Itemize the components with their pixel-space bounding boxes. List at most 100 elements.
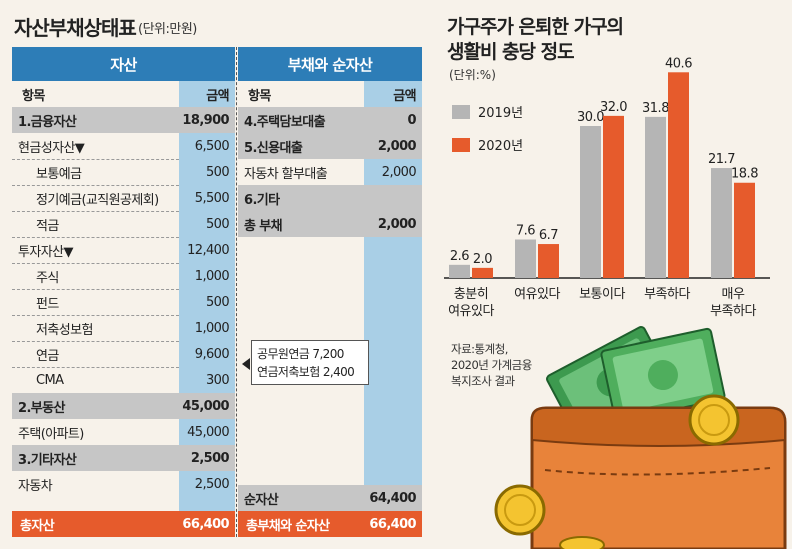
- asset-row: CMA 300: [12, 367, 235, 393]
- liability-label: 6.기타: [244, 192, 280, 208]
- chart-unit: (단위:%): [449, 68, 496, 82]
- asset-value: 500: [205, 164, 230, 180]
- asset-value: 45,000: [182, 398, 229, 414]
- asset-label: 3.기타자산: [18, 452, 77, 468]
- legend-2019: 2019년: [452, 102, 523, 121]
- asset-row: 정기예금(교직원공제회) 5,500: [12, 185, 235, 211]
- asset-value: 45,000: [187, 424, 229, 440]
- balance-sheet-unit: (단위:만원): [138, 22, 197, 37]
- asset-row: 투자자산▼ 12,400: [12, 237, 235, 263]
- row-divider: [12, 367, 179, 368]
- column-divider: [235, 47, 237, 537]
- asset-amount-column-band: [179, 81, 235, 511]
- asset-value: 1,000: [194, 268, 230, 284]
- asset-label: 자동차: [18, 478, 53, 494]
- asset-label: 현금성자산▼: [18, 140, 85, 156]
- source-line-3: 복지조사 결과: [451, 374, 515, 388]
- bar-value-label: 7.6: [516, 223, 535, 238]
- liability-label: 총 부채: [244, 218, 283, 234]
- row-divider: [12, 341, 179, 342]
- chart-source: 자료:통계청, 2020년 가계금융 복지조사 결과: [451, 341, 532, 389]
- asset-label: 연금: [36, 348, 59, 364]
- asset-label: 1.금융자산: [18, 114, 77, 130]
- banknote-front-icon: [600, 327, 726, 423]
- liability-label: 5.신용대출: [244, 140, 303, 156]
- asset-row: 주식 1,000: [12, 263, 235, 289]
- liabilities-column-header-row: 항목 금액: [238, 81, 422, 107]
- liability-label: 4.주택담보대출: [244, 114, 326, 130]
- bar-value-label: 40.6: [665, 56, 692, 71]
- bar-value-label: 21.7: [708, 152, 735, 167]
- asset-label: 정기예금(교직원공제회): [36, 192, 159, 208]
- net-worth-label: 순자산: [244, 492, 279, 508]
- asset-value: 2,500: [194, 476, 230, 492]
- assets-item-col-label: 항목: [22, 88, 45, 104]
- liabilities-header: 부채와 순자산: [238, 47, 422, 81]
- row-divider: [12, 211, 179, 212]
- assets-total-row: 총자산 66,400: [12, 511, 235, 537]
- legend-2019-swatch: [452, 104, 470, 119]
- assets-total-label: 총자산: [20, 518, 55, 534]
- asset-value: 5,500: [194, 190, 230, 206]
- row-divider: [12, 315, 179, 316]
- liability-value: 0: [407, 112, 417, 128]
- category-tick-label: 부족하다: [644, 287, 690, 302]
- row-divider: [12, 185, 179, 186]
- asset-row: 1.금융자산 18,900: [12, 107, 235, 133]
- asset-value: 500: [205, 294, 230, 310]
- bar-value-label: 6.7: [539, 228, 558, 243]
- bar-value-label: 2.0: [473, 252, 492, 267]
- asset-label: 2.부동산: [18, 400, 65, 416]
- asset-row: 적금 500: [12, 211, 235, 237]
- bar-2020년-0: [472, 267, 493, 278]
- legend-2020: 2020년: [452, 135, 523, 154]
- bar-2019년-3: [645, 116, 666, 278]
- assets-amount-col-label: 금액: [206, 88, 229, 104]
- category-tick-label: 충분히: [454, 287, 488, 302]
- asset-label: 적금: [36, 218, 59, 234]
- assets-total-value: 66,400: [182, 516, 229, 532]
- category-tick-label: 여유있다: [448, 304, 494, 319]
- category-tick-label: 매우: [722, 287, 745, 302]
- category-tick-label: 보통이다: [579, 287, 625, 302]
- bar-value-label: 18.8: [731, 167, 758, 182]
- bar-2020년-4: [734, 182, 755, 278]
- row-divider: [12, 159, 179, 160]
- liability-value: 2,000: [377, 138, 417, 154]
- legend-2019-label: 2019년: [478, 106, 524, 121]
- bar-2019년-1: [515, 239, 536, 278]
- legend-2020-label: 2020년: [478, 139, 524, 154]
- balance-sheet-title: 자산부채상태표: [14, 16, 137, 40]
- bar-value-label: 32.0: [600, 100, 627, 115]
- bar-2019년-2: [580, 126, 601, 278]
- row-divider: [12, 237, 179, 238]
- bar-2020년-2: [603, 115, 624, 278]
- liability-label: 자동차 할부대출: [244, 166, 328, 182]
- asset-value: 500: [205, 216, 230, 232]
- bar-2020년-3: [668, 72, 689, 278]
- asset-label: 보통예금: [36, 166, 82, 182]
- asset-row: 2.부동산 45,000: [12, 393, 235, 419]
- asset-label: 저축성보험: [36, 322, 93, 338]
- category-tick-label: 부족하다: [710, 304, 756, 319]
- callout-line-1: 공무원연금 7,200: [257, 347, 344, 361]
- asset-value: 2,500: [190, 450, 230, 466]
- asset-value: 6,500: [194, 138, 230, 154]
- asset-value: 300: [205, 372, 230, 388]
- liability-row: 자동차 할부대출 2,000: [238, 159, 422, 185]
- liability-row: 6.기타: [238, 185, 422, 211]
- callout-arrow-icon: [242, 358, 250, 370]
- asset-value: 12,400: [187, 242, 229, 258]
- asset-row: 연금 9,600: [12, 341, 235, 367]
- asset-row: 3.기타자산 2,500: [12, 445, 235, 471]
- coin-icon: [688, 394, 740, 446]
- legend-2020-swatch: [452, 137, 470, 152]
- asset-label: 주식: [36, 270, 59, 286]
- asset-row: 현금성자산▼ 6,500: [12, 133, 235, 159]
- callout-line-2: 연금저축보험 2,400: [257, 365, 355, 379]
- net-worth-row: 순자산 64,400: [238, 485, 422, 511]
- asset-value: 18,900: [182, 112, 229, 128]
- assets-header: 자산: [12, 47, 235, 81]
